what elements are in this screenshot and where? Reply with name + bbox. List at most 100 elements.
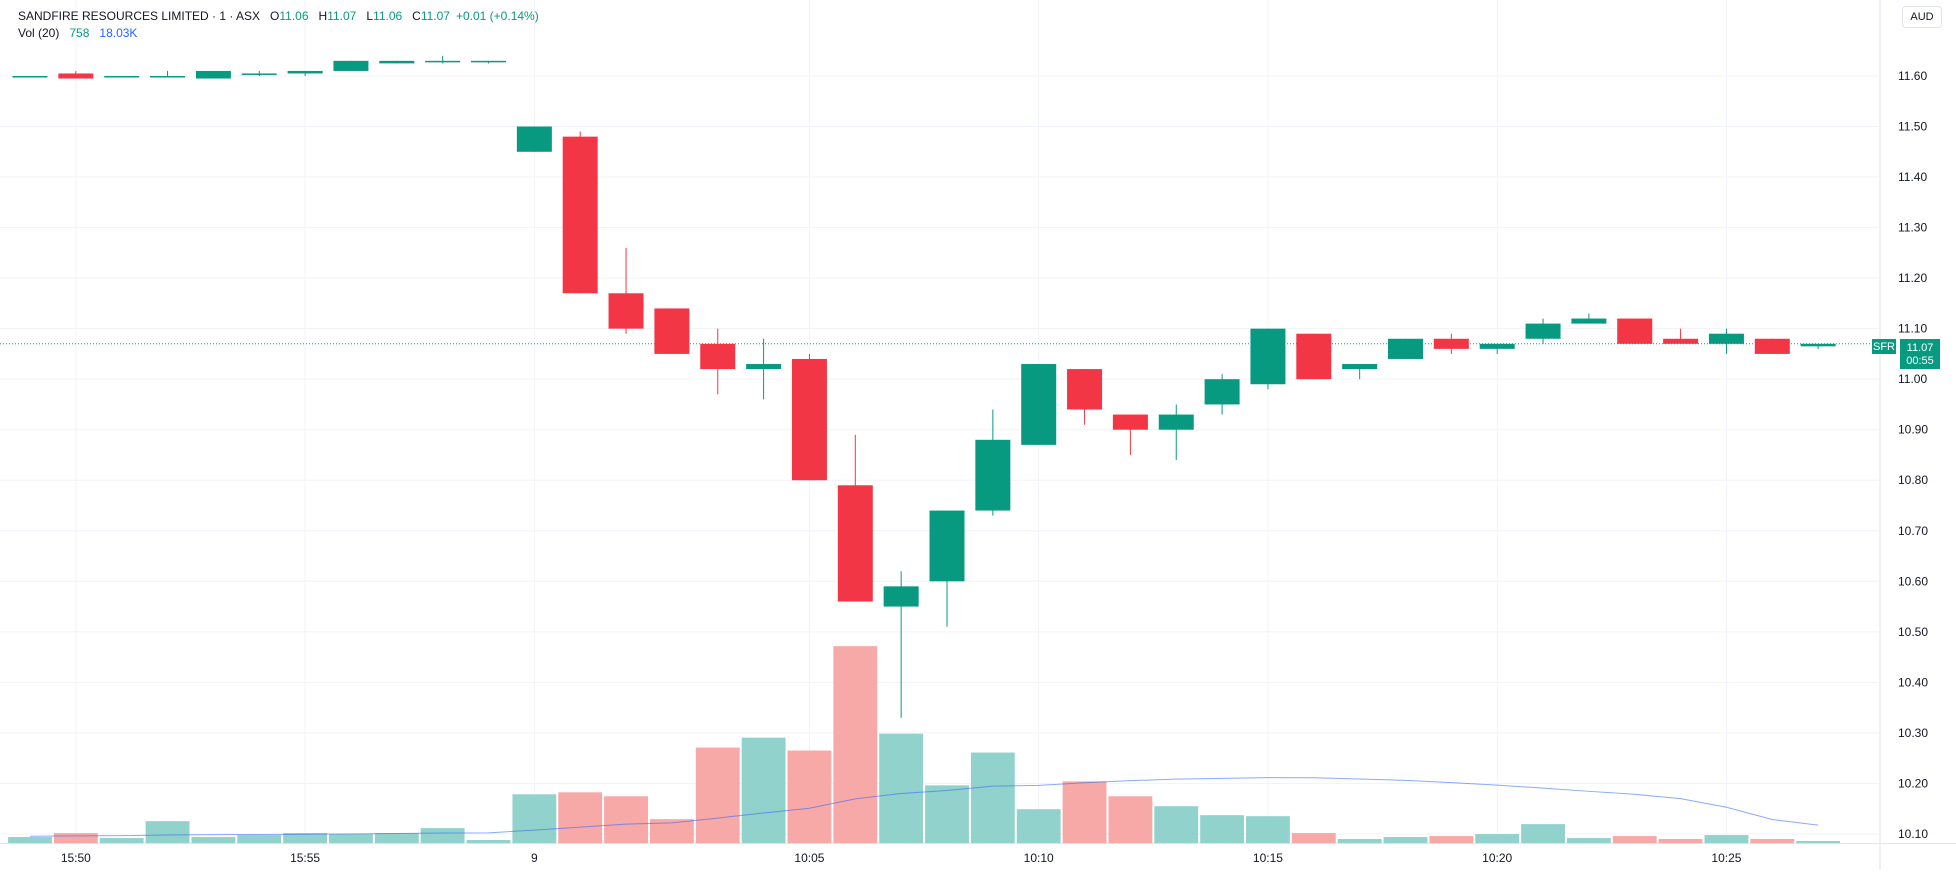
- price-tick-label: 10.50: [1898, 625, 1928, 639]
- candle-body: [1158, 414, 1194, 430]
- time-tick-label: 15:55: [290, 851, 320, 865]
- candle: [333, 60, 369, 71]
- volume-bar: [1337, 839, 1382, 843]
- symbol-title[interactable]: SANDFIRE RESOURCES LIMITED · 1 · ASX: [18, 9, 261, 23]
- candle-body: [12, 76, 48, 78]
- candle-body: [104, 76, 140, 78]
- last-price-label: SFR 11.07 00:55: [1872, 339, 1940, 369]
- price-tick-label: 11.60: [1898, 69, 1927, 83]
- volume-bar: [1658, 839, 1703, 843]
- candle-body: [425, 60, 461, 63]
- volume-bar: [787, 750, 832, 843]
- change-value: +0.01 (+0.14%): [455, 9, 539, 23]
- volume-bar: [420, 828, 465, 843]
- price-tick-label: 10.80: [1898, 473, 1928, 487]
- candle-body: [562, 136, 598, 294]
- candle: [1617, 318, 1653, 344]
- candles: [0, 55, 1880, 718]
- open-label: O: [270, 9, 280, 23]
- ticker-text: SFR: [1873, 341, 1895, 353]
- candle-body: [1754, 338, 1790, 354]
- price-tick-label: 10.70: [1898, 524, 1928, 538]
- currency-button[interactable]: AUD: [1902, 6, 1942, 28]
- candle: [58, 70, 94, 79]
- ticker-badge: [1872, 339, 1896, 354]
- candle: [746, 338, 782, 400]
- candle: [471, 60, 506, 64]
- candle-body: [929, 510, 965, 582]
- volume-bar: [466, 840, 511, 843]
- candle: [241, 70, 277, 76]
- candle-body: [195, 70, 231, 79]
- candle-body: [58, 73, 94, 79]
- volume-bar: [925, 785, 969, 843]
- candle-body: [333, 60, 369, 71]
- candle: [516, 126, 552, 152]
- candle-body: [883, 586, 919, 607]
- time-tick-label: 10:25: [1711, 851, 1741, 865]
- close-value: 11.07: [420, 9, 450, 23]
- open-value: 11.06: [279, 9, 309, 23]
- candle: [700, 328, 736, 395]
- volume-bar: [649, 819, 694, 843]
- candle: [1800, 343, 1836, 349]
- high-value: 11.07: [327, 9, 357, 23]
- candle-body: [1296, 333, 1332, 380]
- symbol-legend-row[interactable]: SANDFIRE RESOURCES LIMITED · 1 · ASX O 11…: [18, 8, 539, 25]
- candle: [1067, 369, 1103, 425]
- candle-body: [1617, 318, 1653, 344]
- price-axis[interactable]: 10.10 10.20 10.30 10.40 10.50 10.60 10.70 10.80…: [1898, 69, 1928, 841]
- candle-body: [1800, 343, 1836, 347]
- candle: [975, 409, 1011, 516]
- price-tick-label: 11.00: [1898, 372, 1927, 386]
- candle: [1158, 404, 1194, 461]
- price-tick-label: 10.30: [1898, 726, 1928, 740]
- volume-bar: [237, 835, 282, 843]
- candle: [1433, 333, 1469, 354]
- volume-bars: [8, 646, 1841, 843]
- candle: [1250, 328, 1286, 390]
- volume-legend-row[interactable]: Vol (20) 758 18.03K: [18, 25, 539, 42]
- time-axis[interactable]: 15:50 15:55 9 10:05 10:10 10:15 10:20 10:25: [61, 851, 1742, 865]
- candle: [104, 76, 140, 78]
- price-tick-label: 10.90: [1898, 423, 1928, 437]
- chart-legend[interactable]: SANDFIRE RESOURCES LIMITED · 1 · ASX O 11…: [18, 8, 539, 42]
- volume-bar: [1566, 838, 1611, 843]
- volume-bar: [1062, 781, 1107, 843]
- volume-bar: [512, 794, 557, 843]
- price-tick-label: 10.60: [1898, 574, 1928, 588]
- volume-bar: [1796, 841, 1841, 843]
- volume-bar: [1108, 796, 1153, 843]
- volume-bar: [1475, 834, 1520, 843]
- candle: [379, 60, 415, 64]
- candle: [12, 76, 48, 78]
- volume-bar: [695, 747, 740, 843]
- time-tick-label: 9: [531, 851, 538, 865]
- price-tick-label: 11.10: [1898, 322, 1927, 336]
- time-tick-label: 10:15: [1253, 851, 1283, 865]
- candle: [929, 510, 965, 627]
- volume-bar: [879, 733, 924, 843]
- candle: [1708, 328, 1744, 354]
- volume-bar: [8, 837, 52, 843]
- price-tick-label: 11.30: [1898, 221, 1927, 235]
- candle: [1112, 414, 1148, 455]
- volume-bar: [970, 752, 1015, 843]
- volume-bar: [329, 834, 373, 843]
- volume-bar: [1246, 816, 1290, 843]
- price-text: 11.07: [1907, 342, 1934, 354]
- volume-bar: [1200, 815, 1245, 843]
- volume-ma-line: [29, 777, 1819, 837]
- time-tick-label: 15:50: [61, 851, 91, 865]
- candle-body: [746, 364, 782, 370]
- candle-body: [287, 70, 323, 74]
- volume-ma-polyline: [29, 777, 1819, 837]
- candle-body: [837, 485, 873, 602]
- volume-bar: [283, 833, 328, 843]
- volume-title[interactable]: Vol (20): [18, 26, 60, 40]
- candle: [654, 308, 690, 354]
- time-tick-label: 10:20: [1482, 851, 1512, 865]
